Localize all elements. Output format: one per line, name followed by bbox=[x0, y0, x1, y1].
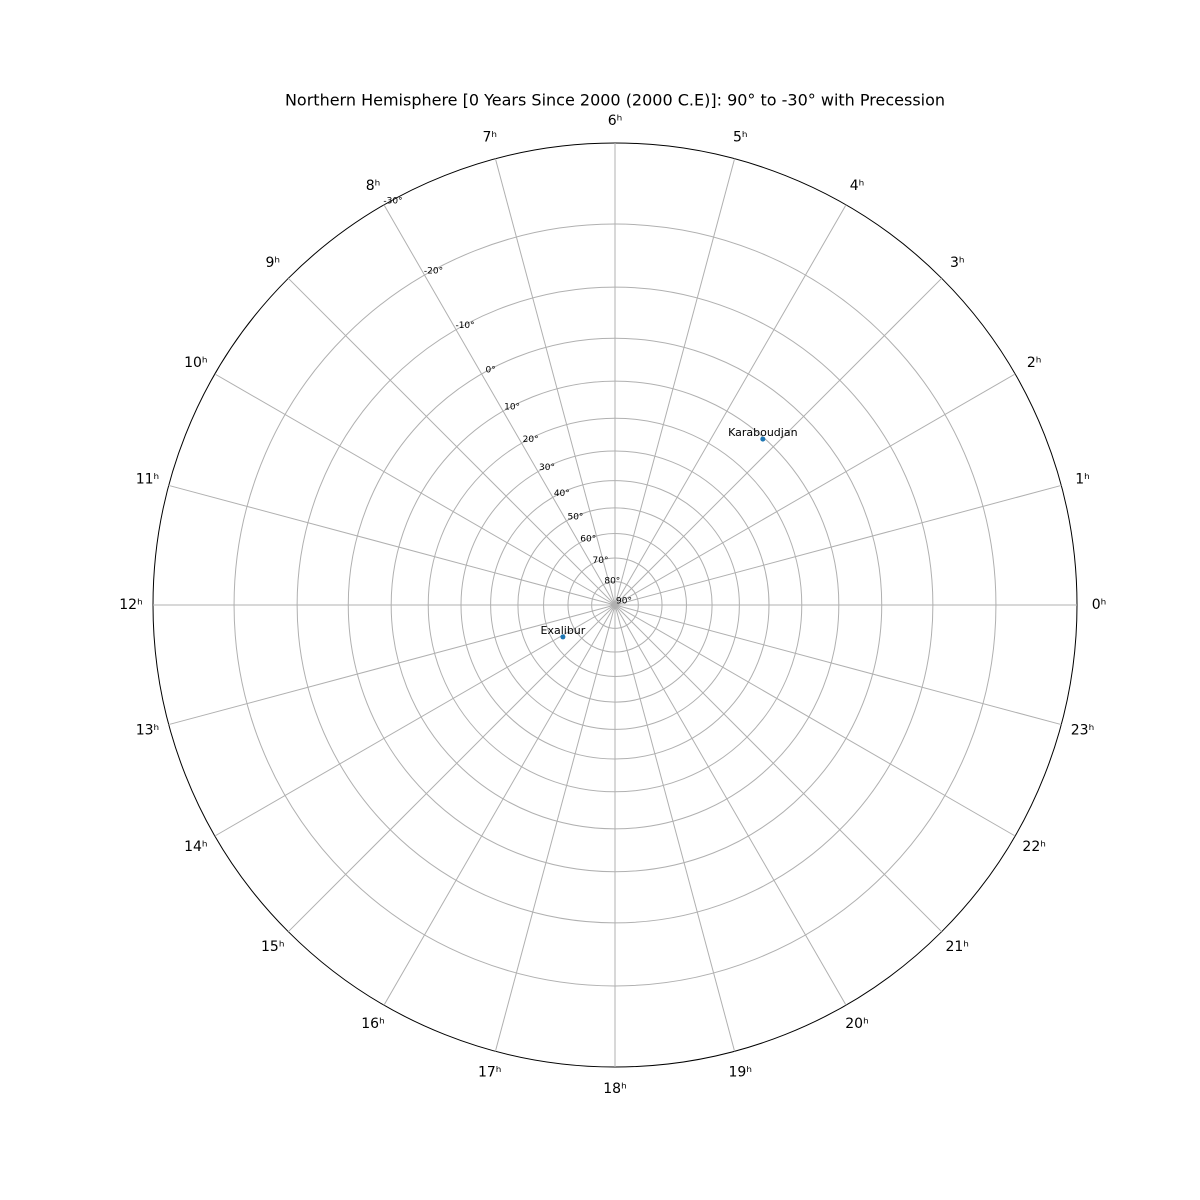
grid-spoke bbox=[214, 373, 616, 606]
x-tick-label: 20ʰ bbox=[845, 1016, 868, 1032]
y-tick-label: 20° bbox=[523, 435, 539, 445]
grid-spoke bbox=[287, 604, 616, 933]
point bbox=[760, 436, 766, 442]
x-tick-label: 15ʰ bbox=[261, 939, 284, 955]
grid-spoke bbox=[383, 204, 616, 606]
grid-spoke bbox=[614, 373, 1016, 606]
chart-title: Northern Hemisphere [0 Years Since 2000 … bbox=[285, 91, 945, 110]
grid-spoke bbox=[614, 604, 736, 1052]
grid-spoke bbox=[614, 277, 943, 606]
x-tick-label: 14ʰ bbox=[184, 839, 207, 855]
x-tick-label: 18ʰ bbox=[603, 1081, 626, 1097]
x-tick-label: 10ʰ bbox=[184, 355, 207, 371]
y-tick-label: 30° bbox=[539, 463, 555, 473]
x-tick-label: 8ʰ bbox=[366, 178, 381, 194]
grid-spoke bbox=[168, 604, 616, 726]
x-tick-label: 5ʰ bbox=[733, 129, 748, 145]
y-tick-label: 90° bbox=[616, 597, 632, 607]
x-tick-label: 12ʰ bbox=[119, 597, 142, 613]
grid-spoke bbox=[214, 604, 616, 837]
y-tick-label: -20° bbox=[424, 267, 443, 277]
grid-spoke bbox=[614, 158, 736, 606]
y-tick-label: 70° bbox=[593, 556, 609, 566]
grid-spoke bbox=[614, 604, 1016, 837]
x-tick-label: 11ʰ bbox=[136, 472, 159, 488]
y-tick-label: 80° bbox=[604, 576, 620, 586]
x-tick-label: 0ʰ bbox=[1092, 597, 1107, 613]
y-tick-label: 40° bbox=[554, 489, 570, 499]
grid-spoke bbox=[614, 484, 1062, 606]
grid-spoke bbox=[494, 604, 616, 1052]
x-tick-label: 4ʰ bbox=[850, 178, 865, 194]
x-tick-label: 9ʰ bbox=[265, 255, 280, 271]
y-tick-label: -10° bbox=[455, 321, 474, 331]
grid-spoke bbox=[614, 604, 943, 933]
x-tick-label: 13ʰ bbox=[136, 722, 159, 738]
x-tick-label: 22ʰ bbox=[1022, 839, 1045, 855]
grid-spoke bbox=[383, 604, 616, 1006]
y-tick-label: 0° bbox=[486, 366, 496, 376]
x-tick-label: 16ʰ bbox=[361, 1016, 384, 1032]
y-tick-label: 60° bbox=[580, 535, 596, 545]
x-tick-label: 3ʰ bbox=[950, 255, 965, 271]
x-tick-label: 19ʰ bbox=[729, 1065, 752, 1081]
x-tick-label: 1ʰ bbox=[1075, 472, 1090, 488]
point bbox=[560, 634, 566, 640]
x-tick-label: 6ʰ bbox=[608, 113, 623, 129]
x-tick-label: 17ʰ bbox=[478, 1065, 501, 1081]
x-tick-label: 23ʰ bbox=[1071, 722, 1094, 738]
x-tick-label: 2ʰ bbox=[1027, 355, 1042, 371]
grid-spoke bbox=[614, 604, 1062, 726]
point-label: Karaboudjan bbox=[728, 426, 797, 439]
grid-spoke bbox=[614, 204, 847, 606]
grid-spoke bbox=[614, 604, 847, 1006]
y-tick-label: 50° bbox=[567, 512, 583, 522]
grid-spoke bbox=[494, 158, 616, 606]
x-tick-label: 7ʰ bbox=[482, 129, 497, 145]
y-tick-label: 10° bbox=[504, 403, 520, 413]
grid-spoke bbox=[287, 277, 616, 606]
point-label: Exalibur bbox=[541, 624, 586, 637]
grid-spoke bbox=[168, 484, 616, 606]
y-tick-label: -30° bbox=[383, 196, 402, 206]
x-tick-label: 21ʰ bbox=[945, 939, 968, 955]
